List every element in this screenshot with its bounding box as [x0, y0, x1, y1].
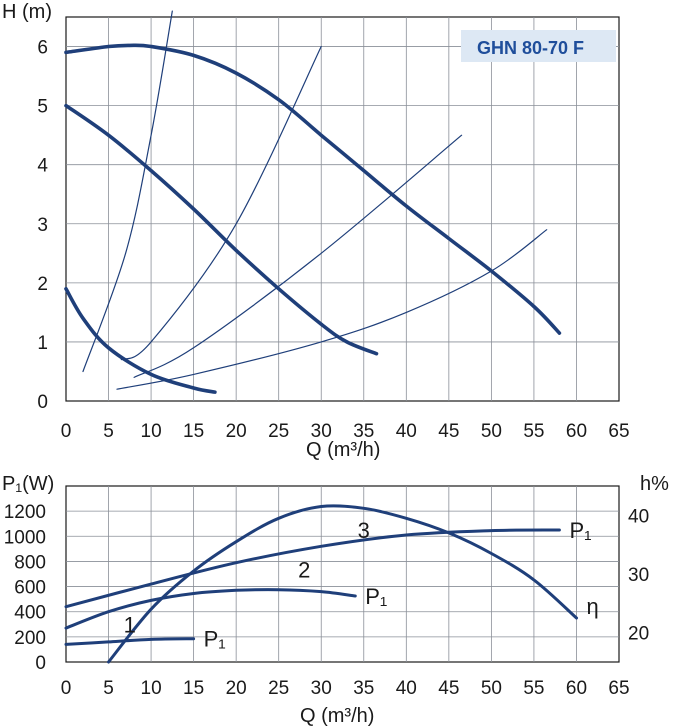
y-tick-label: 1200 [4, 502, 46, 523]
y-tick-label: 0 [35, 653, 46, 674]
x-tick-label: 20 [226, 421, 247, 442]
y2-tick-label: 30 [628, 565, 649, 586]
x-tick-label: 50 [481, 421, 502, 442]
head-flow-y-tick-labels: 0 1 2 3 4 5 6 [37, 38, 48, 413]
power-curve-line [64, 528, 561, 609]
y2-tick-label: 40 [628, 506, 649, 527]
power-efficiency-y2-tick-labels: 20 30 40 [628, 506, 649, 644]
model-badge-background [461, 30, 616, 62]
power-efficiency-x-tick-labels: 0 5 10 15 20 25 30 35 40 45 50 55 60 65 [61, 678, 630, 699]
power-efficiency-curve-labels: P₁ P₁ P₁ η 1 2 3 [124, 518, 599, 652]
x-tick-label: 10 [141, 421, 162, 442]
x-tick-label: 25 [268, 678, 289, 699]
y-tick-label: 600 [14, 578, 46, 599]
efficiency-y-axis-label: h% [640, 473, 669, 495]
head-flow-grid [66, 17, 619, 401]
pump-curve-line [64, 103, 379, 356]
chart-title-badge: GHN 80-70 F [477, 38, 584, 58]
power-curve-line [64, 637, 196, 646]
x-tick-label: 40 [396, 678, 417, 699]
head-flow-plot-area [65, 16, 620, 402]
system-curve-line [133, 134, 463, 378]
y-tick-label: 200 [14, 628, 46, 649]
system-curve-line [120, 45, 322, 361]
power-series-label: P₁ [569, 518, 591, 543]
x-tick-label: 45 [438, 421, 459, 442]
y2-tick-label: 20 [628, 624, 649, 645]
y-tick-label: 1 [37, 333, 48, 354]
y-tick-label: 0 [37, 392, 48, 413]
curve-number-label: 2 [298, 558, 310, 583]
y-tick-label: 1000 [4, 527, 46, 548]
head-flow-x-axis-label: Q (m³/h) [306, 439, 380, 461]
head-flow-curves [64, 10, 562, 394]
power-y-axis-label: P₁(W) [2, 473, 54, 495]
x-tick-label: 10 [141, 678, 162, 699]
x-tick-label: 60 [566, 421, 587, 442]
pump-curve-line [64, 287, 217, 394]
y-tick-label: 800 [14, 552, 46, 573]
y-tick-label: 6 [37, 38, 48, 59]
system-curve-line [82, 10, 173, 373]
y-tick-label: 2 [37, 274, 48, 295]
y-tick-label: 400 [14, 603, 46, 624]
x-tick-label: 5 [103, 421, 114, 442]
efficiency-curve-line [107, 504, 578, 664]
x-tick-label: 55 [523, 421, 544, 442]
head-flow-y-axis-label: H (m) [2, 1, 52, 23]
power-series-label: P₁ [204, 627, 226, 652]
power-efficiency-curves [64, 504, 578, 664]
curve-number-label: 3 [358, 518, 370, 543]
x-tick-label: 25 [268, 421, 289, 442]
power-efficiency-x-axis-label: Q (m³/h) [300, 705, 374, 727]
x-tick-label: 0 [61, 421, 72, 442]
x-tick-label: 35 [353, 678, 374, 699]
x-tick-label: 15 [183, 678, 204, 699]
x-tick-label: 65 [608, 421, 629, 442]
x-tick-label: 30 [311, 678, 332, 699]
x-tick-label: 15 [183, 421, 204, 442]
power-series-label: P₁ [365, 584, 387, 609]
y-tick-label: 3 [37, 215, 48, 236]
y-tick-label: 5 [37, 97, 48, 118]
power-efficiency-chart: 0 5 10 15 20 25 30 35 40 45 50 55 60 65 0 200 400 600 800… [2, 473, 669, 727]
y-tick-label: 4 [37, 156, 48, 177]
power-curve-line [64, 588, 357, 630]
x-tick-label: 50 [481, 678, 502, 699]
x-tick-label: 60 [566, 678, 587, 699]
x-tick-label: 5 [103, 678, 114, 699]
x-tick-label: 35 [353, 421, 374, 442]
curve-number-label: 1 [124, 613, 136, 638]
x-tick-label: 55 [523, 678, 544, 699]
efficiency-series-label: η [586, 594, 598, 619]
head-flow-x-tick-labels: 0 5 10 15 20 25 30 35 40 45 50 55 60 65 [61, 421, 630, 442]
power-efficiency-plot-area [65, 485, 620, 663]
x-tick-label: 45 [438, 678, 459, 699]
pump-curve-line [64, 43, 562, 335]
x-tick-label: 0 [61, 678, 72, 699]
x-tick-label: 30 [311, 421, 332, 442]
x-tick-label: 20 [226, 678, 247, 699]
x-tick-label: 65 [608, 678, 629, 699]
power-efficiency-y-tick-labels: 0 200 400 600 800 1000 1200 [4, 502, 46, 674]
power-efficiency-grid [66, 486, 619, 662]
x-tick-label: 40 [396, 421, 417, 442]
system-curve-line [116, 229, 548, 390]
